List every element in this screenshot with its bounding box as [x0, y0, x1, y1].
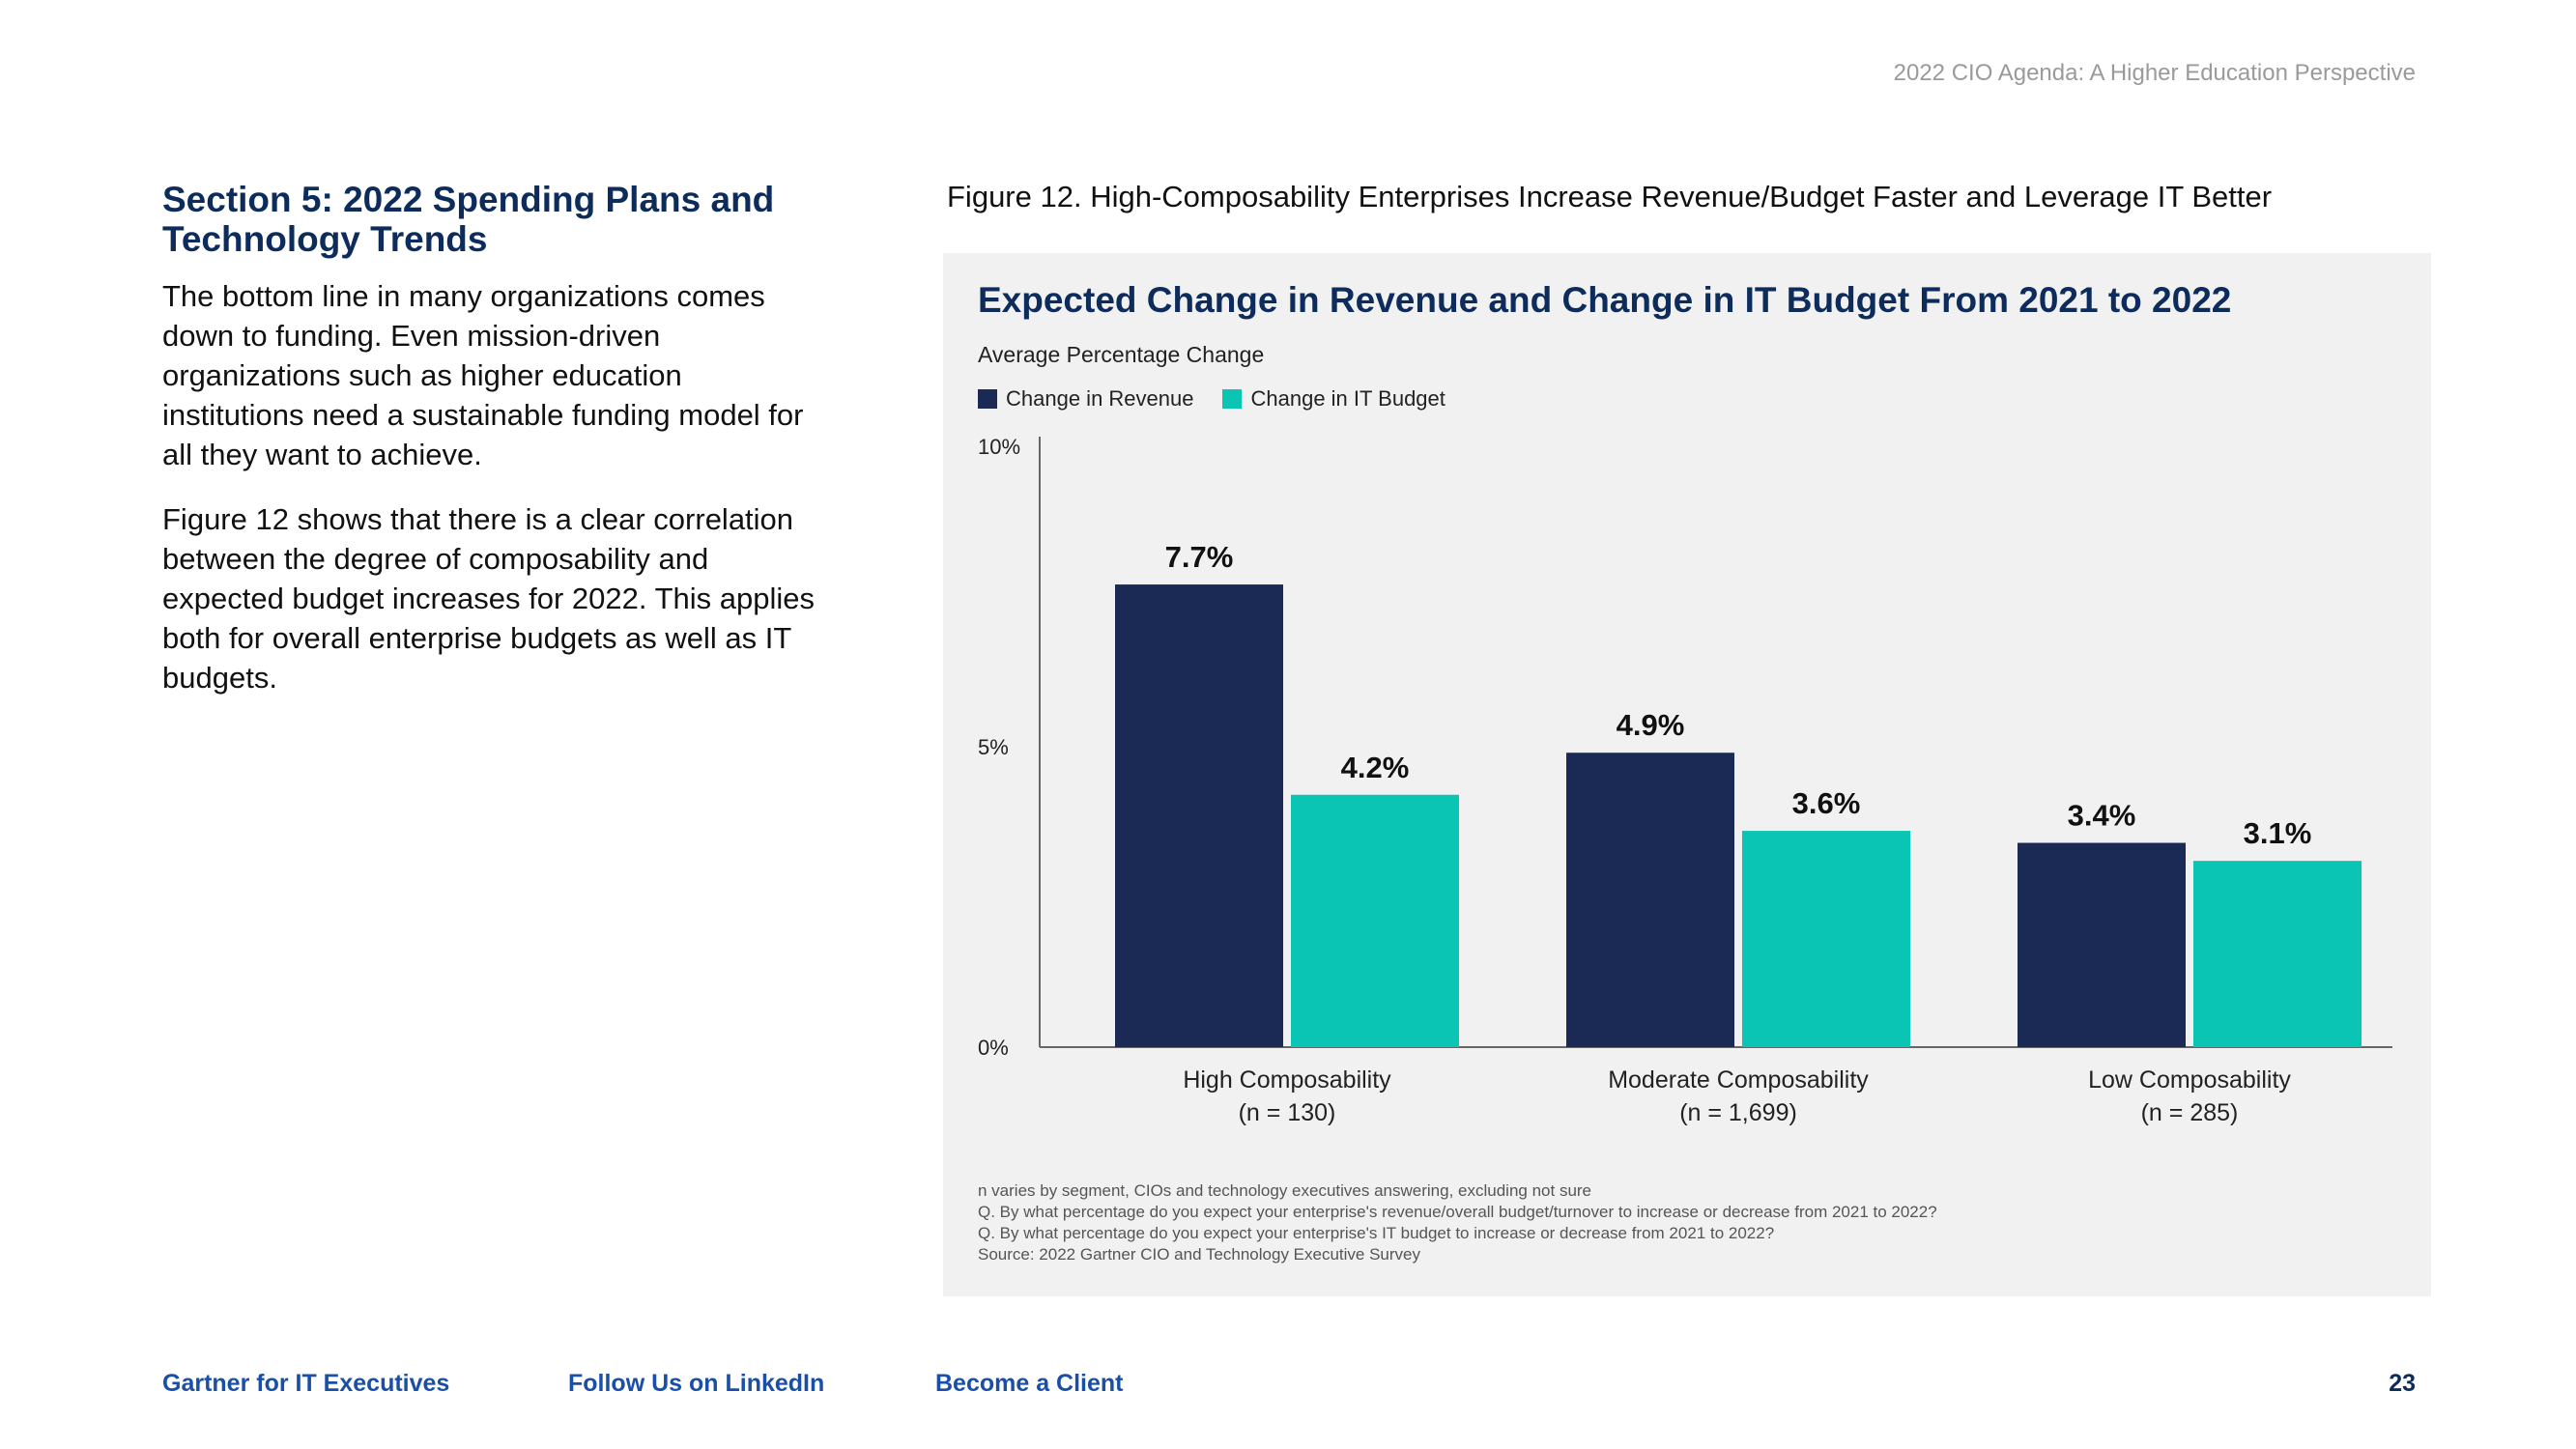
bar-revenue	[2018, 842, 2186, 1047]
bar-value-label: 3.4%	[2068, 799, 2136, 833]
footnote-line: Source: 2022 Gartner CIO and Technology …	[978, 1245, 1420, 1264]
footnote-line: n varies by segment, CIOs and technology…	[978, 1181, 1592, 1200]
x-category-label: High Composability	[1183, 1066, 1391, 1094]
section-title: Section 5: 2022 Spending Plans and Techn…	[162, 180, 775, 259]
bar-revenue	[1566, 753, 1734, 1047]
page-footer: Gartner for IT Executives Follow Us on L…	[0, 1370, 2576, 1408]
y-tick-label: 10%	[978, 435, 1020, 459]
body-paragraph-2: Figure 12 shows that there is a clear co…	[162, 502, 815, 695]
chart-legend: Change in Revenue Change in IT Budget	[978, 386, 1474, 412]
chart-subtitle: Average Percentage Change	[978, 342, 1265, 367]
bar-value-label: 3.1%	[2244, 816, 2312, 850]
bar-it-budget	[1291, 794, 1459, 1047]
bar-it-budget	[1742, 831, 1910, 1047]
legend-label-revenue: Change in Revenue	[1006, 386, 1194, 411]
x-category-label: Moderate Composability	[1608, 1066, 1869, 1094]
section-text-column: Section 5: 2022 Spending Plans and Techn…	[162, 180, 829, 723]
x-category-n-label: (n = 1,699)	[1679, 1099, 1797, 1126]
y-tick-label: 5%	[978, 735, 1009, 759]
legend-item-revenue: Change in Revenue	[978, 386, 1193, 412]
x-category-n-label: (n = 285)	[2141, 1099, 2239, 1126]
bar-it-budget	[2193, 861, 2361, 1047]
x-category-label: Low Composability	[2088, 1066, 2291, 1094]
bar-value-label: 4.2%	[1341, 751, 1410, 784]
bar-value-label: 3.6%	[1792, 786, 1861, 820]
bar-value-label: 4.9%	[1617, 708, 1685, 742]
chart-panel: Expected Change in Revenue and Change in…	[943, 253, 2431, 1296]
footer-link-linkedin[interactable]: Follow Us on LinkedIn	[568, 1370, 825, 1397]
legend-swatch-revenue	[978, 389, 997, 409]
x-category-n-label: (n = 130)	[1239, 1099, 1336, 1126]
bar-value-label: 7.7%	[1165, 540, 1234, 574]
chart-footnotes: n varies by segment, CIOs and technology…	[978, 1180, 1937, 1265]
footer-link-gartner-it-executives[interactable]: Gartner for IT Executives	[162, 1370, 450, 1397]
footer-link-become-client[interactable]: Become a Client	[935, 1370, 1124, 1397]
y-tick-label: 0%	[978, 1036, 1009, 1060]
page-number: 23	[2389, 1370, 2416, 1397]
footnote-line: Q. By what percentage do you expect your…	[978, 1203, 1937, 1221]
document-header-title: 2022 CIO Agenda: A Higher Education Pers…	[1893, 60, 2416, 86]
legend-item-it-budget: Change in IT Budget	[1222, 386, 1445, 412]
body-paragraph-1: The bottom line in many organizations co…	[162, 279, 804, 471]
legend-swatch-it-budget	[1222, 389, 1243, 409]
legend-label-it-budget: Change in IT Budget	[1250, 386, 1445, 411]
figure-caption: Figure 12. High-Composability Enterprise…	[947, 180, 2273, 213]
chart-title: Expected Change in Revenue and Change in…	[978, 280, 2232, 320]
footnote-line: Q. By what percentage do you expect your…	[978, 1224, 1775, 1242]
bar-chart: 0% 5% 10% 7.7% 4.2% High Composability (n = 13…	[978, 435, 2392, 1126]
bar-revenue	[1115, 584, 1283, 1047]
